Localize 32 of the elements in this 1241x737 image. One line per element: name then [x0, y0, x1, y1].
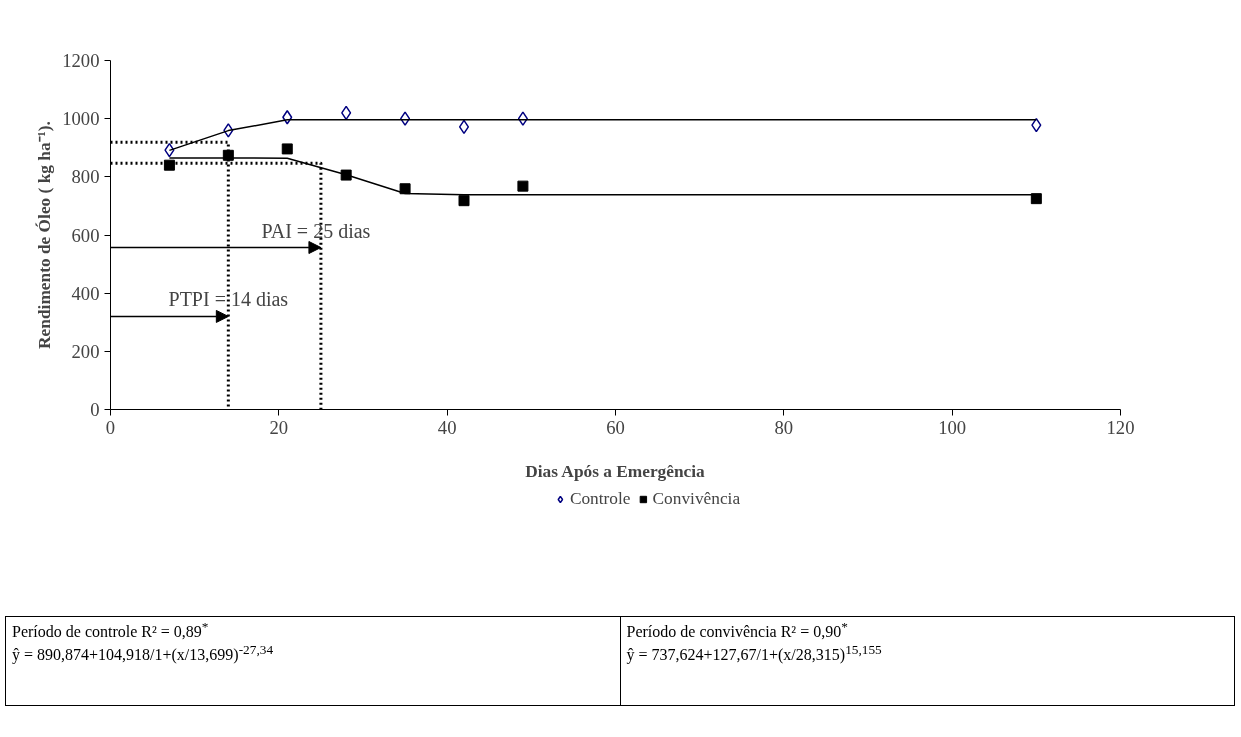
- legend-label: Convivência: [652, 489, 741, 509]
- x-tick-label: 40: [437, 416, 457, 438]
- y-tick-label: 200: [71, 340, 100, 362]
- point: [399, 183, 411, 195]
- y-tick-label: 400: [71, 282, 100, 304]
- annotation: PTPI = 14 dias: [168, 288, 289, 311]
- point: [458, 119, 470, 135]
- y-tick-label: 800: [71, 166, 100, 188]
- y-tick-label: 1000: [62, 108, 100, 130]
- text: Período de controle R² = 0,89$^{*}$: [12, 619, 209, 641]
- text: ŷ = 890,874+104,918/1+(x/13,699)$^{-27,34}$: [12, 641, 274, 663]
- y-tick-label: 600: [71, 224, 100, 246]
- annotation: PAI = 25 dias: [261, 219, 371, 242]
- point: [458, 195, 470, 207]
- y-axis-title: Rendimento de Óleo ( kg ha⁻¹).: [35, 121, 55, 349]
- x-axis-title: Dias Após a Emergência: [525, 461, 706, 481]
- x-tick-label: 20: [269, 416, 289, 438]
- point: [517, 180, 529, 192]
- text: Período de convivência R² = 0,90$^{*}$: [626, 619, 848, 641]
- x-tick-label: 80: [774, 416, 794, 438]
- x-tick-label: 60: [606, 416, 625, 438]
- point: [163, 159, 175, 171]
- x-tick-label: 120: [1106, 416, 1135, 438]
- point: [340, 169, 352, 181]
- y-tick-label: 0: [90, 399, 100, 420]
- legend-label: Controle: [569, 489, 631, 509]
- point: [1030, 193, 1042, 205]
- x-tick-label: 100: [938, 416, 967, 438]
- point: [281, 143, 293, 155]
- x-tick-label: 0: [105, 416, 116, 438]
- text: ŷ = 737,624+127,67/1+(x/28,315)$^{15,155}$: [626, 641, 882, 663]
- y-tick-label: 1200: [62, 50, 100, 71]
